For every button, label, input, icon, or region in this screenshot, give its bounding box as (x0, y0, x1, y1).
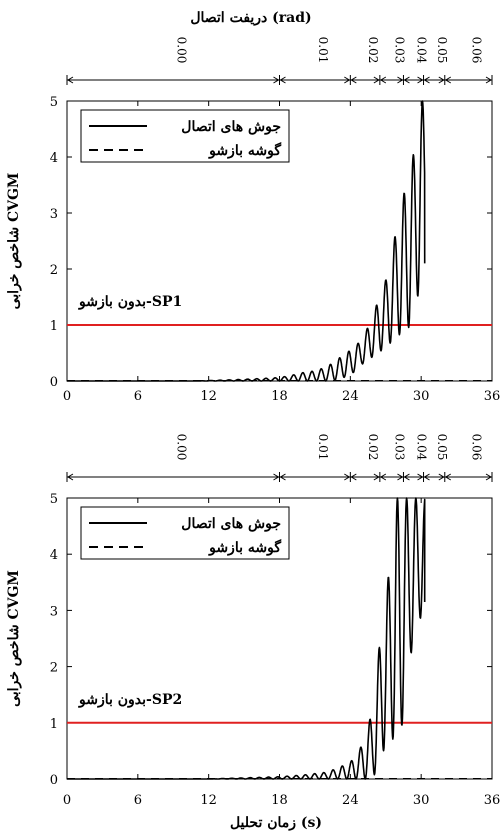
drift-arrowhead-left (403, 76, 410, 84)
y-tick-label: 4 (50, 548, 58, 563)
x-tick-label: 24 (342, 793, 359, 808)
drift-label: 0.00 (174, 434, 188, 461)
drift-arrowhead-left (444, 76, 452, 84)
x-tick-label: 30 (413, 793, 430, 808)
drift-label: 0.04 (414, 434, 428, 461)
drift-arrowhead-right (397, 473, 404, 481)
drift-label: 0.03 (393, 37, 407, 64)
y-tick-label: 5 (50, 95, 58, 110)
drift-arrowhead-right (273, 473, 280, 481)
legend-label: جوش های اتصال (181, 516, 281, 532)
y-tick-label: 2 (50, 263, 58, 278)
x-tick-label: 6 (134, 793, 142, 808)
x-tick-label: 18 (271, 793, 288, 808)
x-tick-label: 30 (413, 389, 430, 404)
drift-arrowhead-left (444, 473, 452, 481)
x-tick-label: 6 (134, 389, 142, 404)
legend-label: جوش های اتصال (181, 119, 281, 135)
y-tick-label: 0 (50, 375, 58, 390)
y-tick-label: 4 (50, 151, 58, 166)
series-line-solid (67, 497, 426, 780)
legend-label: گوشه بازشو (208, 539, 281, 556)
x-tick-label: 0 (63, 389, 71, 404)
x-tick-label: 18 (271, 389, 288, 404)
drift-arrowhead-right (344, 76, 351, 84)
y-tick-label: 1 (50, 319, 58, 334)
drift-arrowhead-right (373, 76, 380, 84)
drift-label: 0.01 (316, 37, 330, 64)
drift-arrowhead-left (67, 76, 74, 84)
y-axis-label: شاخص خرابی CVGM (6, 173, 22, 310)
y-tick-label: 0 (50, 773, 58, 788)
y-tick-label: 2 (50, 661, 58, 676)
x-tick-label: 24 (342, 389, 359, 404)
top-axis-title: دریفت اتصال (rad) (190, 10, 311, 26)
y-tick-label: 3 (50, 207, 58, 222)
drift-arrowhead-right (485, 76, 492, 84)
drift-label: 0.03 (393, 434, 407, 461)
drift-arrowhead-left (279, 76, 286, 84)
drift-arrowhead-left (403, 473, 410, 481)
drift-arrowhead-right (273, 76, 280, 84)
drift-arrowhead-right (373, 473, 380, 481)
y-axis-label: شاخص خرابی CVGM (6, 570, 22, 707)
y-tick-label: 1 (50, 717, 58, 732)
drift-label: 0.04 (414, 37, 428, 64)
drift-label: 0.05 (435, 37, 449, 64)
series-line-solid (67, 100, 426, 382)
drift-arrowhead-left (279, 473, 286, 481)
drift-arrowhead-right (397, 76, 404, 84)
drift-arrowhead-right (438, 76, 445, 84)
drift-arrowhead-right (344, 473, 351, 481)
drift-arrowhead-left (67, 473, 74, 481)
drift-label: 0.06 (469, 37, 483, 64)
drift-arrowhead-right (438, 473, 445, 481)
drift-label: 0.01 (316, 434, 330, 461)
drift-arrowhead-right (485, 473, 492, 481)
x-tick-label: 36 (484, 793, 501, 808)
x-tick-label: 36 (484, 389, 501, 404)
drift-arrowhead-right (417, 473, 424, 481)
drift-label: 0.02 (366, 434, 380, 461)
x-tick-label: 0 (63, 793, 71, 808)
panel-annotation: بدون بازشو-SP2 (78, 692, 182, 708)
drift-label: 0.06 (469, 434, 483, 461)
panel-annotation: بدون بازشو-SP1 (78, 294, 182, 310)
drift-label: 0.02 (366, 37, 380, 64)
x-tick-label: 12 (200, 793, 217, 808)
chart-panel-sp1: شاخص خرابی CVGM 0.00 0.01 0.02 0.03 0.04 0.05 0… (6, 37, 500, 404)
drift-label: 0.00 (174, 37, 188, 64)
bottom-axis-title: زمان تحلیل (s) (230, 815, 322, 831)
drift-arrowhead-left (423, 76, 430, 84)
drift-arrowhead-left (379, 76, 387, 84)
legend-label: گوشه بازشو (208, 142, 281, 159)
chart-panel-sp2: شاخص خرابی CVGM 0.00 0.01 0.02 0.03 0.04 0.05 0… (6, 434, 500, 808)
drift-label: 0.05 (435, 434, 449, 461)
y-tick-label: 5 (50, 492, 58, 507)
drift-arrowhead-left (423, 473, 430, 481)
drift-arrowhead-left (350, 473, 357, 481)
y-tick-label: 3 (50, 604, 58, 619)
drift-arrowhead-left (350, 76, 357, 84)
legend-box (80, 109, 290, 163)
x-tick-label: 12 (200, 389, 217, 404)
drift-arrowhead-right (417, 76, 424, 84)
drift-arrowhead-left (379, 473, 387, 481)
legend-box (80, 506, 290, 560)
